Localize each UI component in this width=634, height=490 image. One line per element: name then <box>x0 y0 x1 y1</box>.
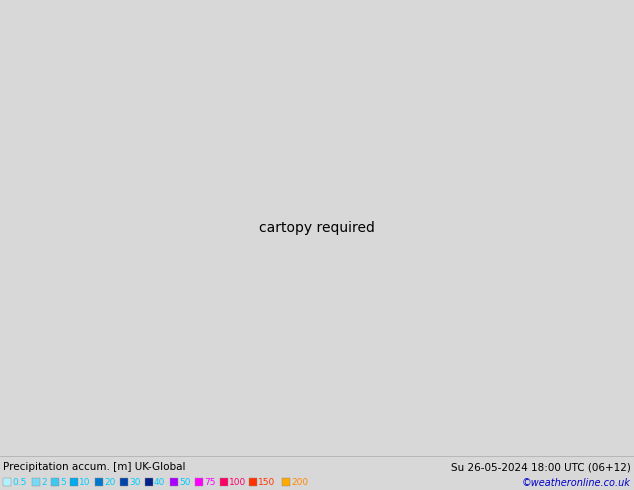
Bar <box>249 478 257 486</box>
Bar <box>170 478 178 486</box>
Text: Precipitation accum. [m] UK-Global: Precipitation accum. [m] UK-Global <box>3 462 186 472</box>
Bar <box>32 478 40 486</box>
Text: 50: 50 <box>179 477 190 487</box>
Text: 100: 100 <box>229 477 246 487</box>
Text: 5: 5 <box>60 477 66 487</box>
Text: 150: 150 <box>258 477 275 487</box>
Text: cartopy required: cartopy required <box>259 220 375 235</box>
Text: Su 26-05-2024 18:00 UTC (06+12): Su 26-05-2024 18:00 UTC (06+12) <box>451 462 631 472</box>
Text: 200: 200 <box>291 477 308 487</box>
Text: 30: 30 <box>129 477 141 487</box>
Bar <box>220 478 228 486</box>
Bar <box>145 478 153 486</box>
Text: 0.5: 0.5 <box>12 477 27 487</box>
Bar <box>95 478 103 486</box>
Bar <box>195 478 203 486</box>
Text: 20: 20 <box>104 477 115 487</box>
Bar <box>70 478 78 486</box>
Text: 75: 75 <box>204 477 216 487</box>
Bar <box>282 478 290 486</box>
Text: ©weatheronline.co.uk: ©weatheronline.co.uk <box>522 478 631 488</box>
Text: 40: 40 <box>154 477 165 487</box>
Bar <box>3 478 11 486</box>
Bar <box>120 478 128 486</box>
Bar <box>51 478 59 486</box>
Text: 2: 2 <box>41 477 47 487</box>
Text: 10: 10 <box>79 477 91 487</box>
